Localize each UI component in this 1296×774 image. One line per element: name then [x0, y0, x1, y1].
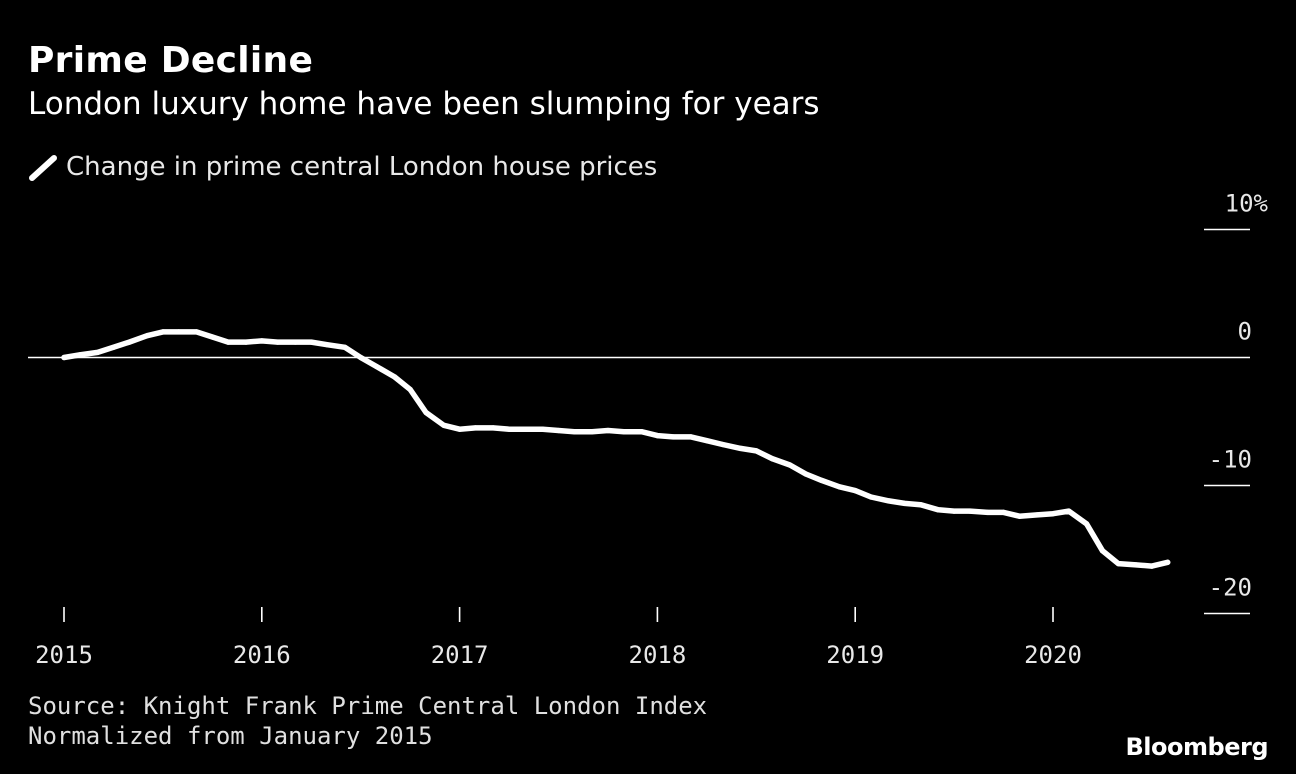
data-point — [935, 507, 941, 513]
data-point — [1115, 561, 1121, 567]
data-point — [342, 344, 348, 350]
data-point — [1034, 512, 1040, 518]
data-point — [490, 425, 496, 431]
data-point — [324, 342, 330, 348]
data-point — [704, 438, 710, 444]
x-tick-label: 2017 — [431, 641, 489, 669]
x-tick-label: 2015 — [35, 641, 93, 669]
y-tick-label: 10% — [1225, 190, 1269, 218]
data-point — [555, 427, 562, 434]
data-point — [77, 352, 83, 358]
data-point — [61, 354, 67, 361]
data-point — [836, 484, 843, 490]
data-point — [985, 509, 991, 515]
data-point — [886, 498, 892, 504]
data-point — [720, 441, 726, 448]
data-point — [358, 354, 364, 361]
data-point — [967, 508, 973, 514]
chart-subtitle: London luxury home have been slumping fo… — [28, 86, 820, 122]
data-point — [472, 425, 478, 431]
data-point — [391, 374, 397, 380]
x-tick-label: 2018 — [629, 641, 687, 669]
data-point — [259, 338, 265, 344]
source-note: Source: Knight Frank Prime Central Londo… — [28, 692, 708, 720]
data-point — [243, 339, 249, 345]
data-point — [951, 508, 957, 514]
data-point — [110, 344, 117, 350]
data-point — [126, 339, 132, 345]
x-tick-label: 2016 — [233, 641, 291, 669]
data-point — [737, 445, 744, 451]
data-point — [373, 363, 380, 370]
data-point — [1133, 562, 1139, 568]
data-point — [209, 334, 215, 340]
data-point — [1165, 559, 1171, 565]
data-point — [571, 429, 577, 435]
data-point — [423, 409, 429, 416]
legend: Change in prime central London house pri… — [28, 150, 657, 184]
data-point — [917, 502, 924, 508]
data-point — [292, 339, 298, 345]
chart-title: Prime Decline — [28, 40, 314, 81]
legend-line-icon — [29, 155, 57, 181]
x-tick-label: 2020 — [1024, 641, 1082, 669]
legend-label: Change in prime central London house pri… — [66, 152, 658, 182]
data-point — [769, 456, 775, 462]
data-point — [605, 427, 611, 434]
data-point — [144, 333, 150, 339]
data-point — [902, 500, 908, 506]
data-point — [589, 429, 595, 435]
data-point — [753, 448, 759, 454]
data-point — [193, 329, 200, 335]
data-point — [308, 339, 314, 345]
data-point — [457, 426, 463, 432]
data-point — [787, 462, 793, 468]
data-point — [522, 426, 528, 432]
data-point — [275, 339, 281, 345]
normalization-note: Normalized from January 2015 — [28, 722, 433, 750]
data-point — [540, 426, 546, 432]
data-point — [1099, 548, 1106, 554]
y-tick-label: -10 — [1209, 446, 1252, 474]
y-tick-label: 0 — [1238, 318, 1252, 346]
data-point — [868, 494, 874, 500]
series-line — [61, 329, 1171, 569]
y-tick-label: -20 — [1209, 574, 1252, 602]
data-point — [407, 386, 413, 393]
x-tick-label: 2019 — [826, 641, 884, 669]
data-point — [1066, 508, 1072, 514]
data-point — [1016, 513, 1023, 519]
data-point — [1149, 563, 1155, 569]
data-point — [803, 471, 809, 477]
data-point — [1001, 509, 1007, 515]
data-point — [176, 329, 182, 335]
data-point — [688, 434, 694, 440]
bloomberg-logo: Bloomberg — [1125, 733, 1269, 761]
data-point — [506, 426, 512, 432]
data-point — [852, 488, 858, 494]
data-point — [1050, 511, 1056, 517]
data-point — [95, 349, 101, 355]
data-point — [639, 429, 645, 435]
data-point — [654, 433, 661, 439]
data-point — [160, 329, 166, 335]
data-point — [621, 429, 627, 435]
data-point — [819, 477, 825, 483]
data-point — [670, 434, 676, 440]
data-point — [441, 422, 447, 428]
data-point — [1084, 521, 1090, 527]
data-point — [225, 339, 231, 345]
